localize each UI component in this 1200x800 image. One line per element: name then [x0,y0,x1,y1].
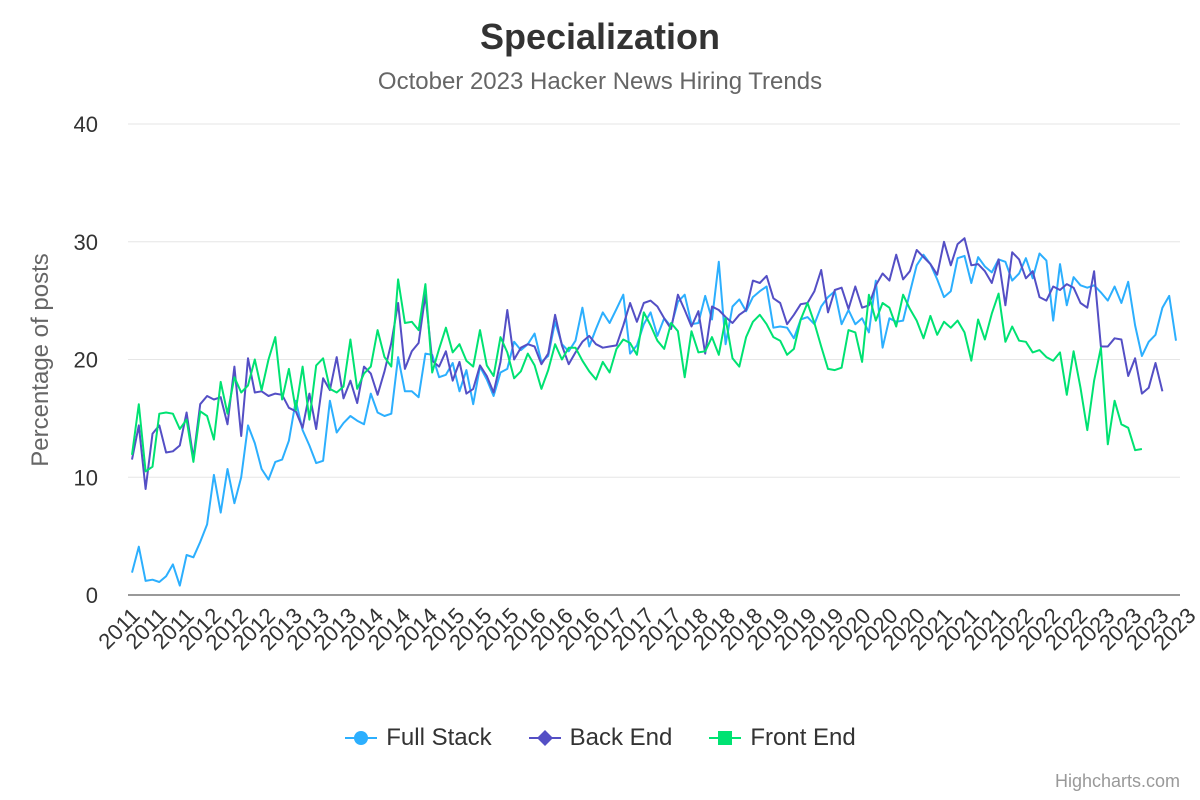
legend-item-front-end[interactable]: Front End [708,724,856,752]
square-marker-icon [709,731,742,745]
y-axis-label: Percentage of posts [27,253,54,466]
series-line-back-end[interactable] [131,237,1164,490]
y-axis: 0 10 20 30 40 [74,112,98,608]
y-tick-label: 20 [74,348,98,373]
y-tick-label: 40 [74,112,98,137]
circle-marker-icon [345,731,378,745]
legend: Full Stack Back End Front End [0,724,1200,752]
grid-lines [128,123,1180,596]
legend-label: Back End [569,724,673,751]
y-tick-label: 10 [74,465,98,490]
legend-item-full-stack[interactable]: Full Stack [344,724,492,752]
legend-item-back-end[interactable]: Back End [528,724,673,752]
series-line-front-end[interactable] [131,278,1143,473]
legend-label: Full Stack [386,724,492,751]
series-line-full-stack[interactable] [131,252,1177,587]
y-tick-label: 30 [74,230,98,255]
x-axis: 2011201120112012201220122013201320132014… [93,594,1200,655]
chart-subtitle: October 2023 Hacker News Hiring Trends [377,68,823,95]
y-tick-label: 0 [86,583,98,608]
chart-title: Specialization [479,16,721,57]
credits-link[interactable]: Highcharts.com [1054,771,1180,791]
legend-label: Front End [750,724,856,751]
diamond-marker-icon [528,730,561,746]
series-lines [131,237,1177,587]
